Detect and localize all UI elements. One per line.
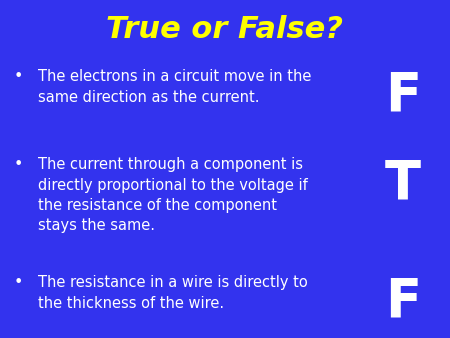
- Text: The electrons in a circuit move in the
same direction as the current.: The electrons in a circuit move in the s…: [38, 69, 311, 105]
- Text: F: F: [385, 69, 421, 121]
- Text: The current through a component is
directly proportional to the voltage if
the r: The current through a component is direc…: [38, 157, 308, 233]
- Text: •: •: [14, 69, 23, 84]
- Text: True or False?: True or False?: [107, 15, 343, 44]
- Text: T: T: [385, 157, 421, 209]
- Text: The resistance in a wire is directly to
the thickness of the wire.: The resistance in a wire is directly to …: [38, 275, 308, 311]
- Text: •: •: [14, 157, 23, 172]
- Text: •: •: [14, 275, 23, 290]
- Text: F: F: [385, 275, 421, 328]
